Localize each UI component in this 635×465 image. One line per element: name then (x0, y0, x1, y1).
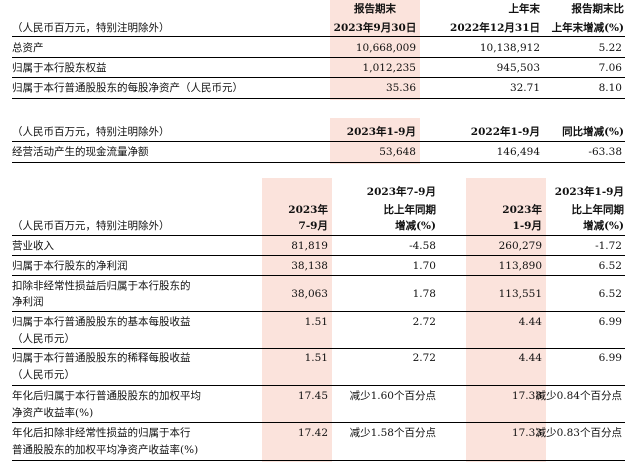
row-divider (12, 255, 625, 256)
header-ytd-change: 2023年1-9月 (554, 186, 624, 198)
cell-value: 17.42 (297, 427, 328, 439)
row-label: 营业收入 (12, 240, 54, 252)
cell-value: 113,890 (498, 260, 542, 272)
cell-value: 6.52 (598, 288, 622, 300)
table-rule (12, 36, 625, 38)
row-label: 年化后扣除非经常性损益的归属于本行 (12, 427, 191, 439)
cell-value: 6.52 (598, 260, 622, 272)
cell-value: 146,494 (496, 146, 540, 158)
unit-note: （人民币百万元，特别注明除外） (12, 220, 170, 232)
header-q3-change: 2023年7-9月 (366, 186, 436, 198)
header-q3-change-line3: 增减(%) (395, 220, 436, 232)
cell-value: 945,503 (496, 62, 540, 74)
cell-value: 6.99 (598, 316, 622, 328)
header-change-pct: 上年末增减(%) (551, 22, 624, 34)
highlight-column (330, 0, 420, 100)
header-change: 报告期末比 (571, 3, 625, 15)
highlight-column (262, 178, 332, 462)
row-divider (12, 275, 625, 276)
cell-value: 5.22 (598, 42, 622, 54)
header-current-date: 2023年9月30日 (333, 22, 417, 34)
cell-value: 1.51 (304, 352, 328, 364)
cell-value: 减少0.84个百分点 (535, 390, 622, 402)
cell-value: -4.58 (409, 240, 436, 252)
row-divider (12, 348, 625, 349)
unit-note: （人民币百万元，特别注明除外） (12, 126, 170, 138)
header-current-period: 报告期末 (354, 3, 396, 15)
row-label-cont: 普通股股东的加权平均净资产收益率(%) (12, 444, 199, 456)
header-q3: 2023年 (288, 204, 328, 216)
cell-value: 113,551 (498, 288, 542, 300)
table-rule (12, 460, 625, 462)
row-label: 归属于本行股东的净利润 (12, 260, 128, 272)
cell-value: 1,012,235 (362, 62, 416, 74)
header-prior-year-end: 上年末 (508, 3, 541, 15)
cell-value: 38,063 (291, 288, 328, 300)
header-ytd-line2: 1-9月 (512, 220, 542, 232)
cell-value: 38,138 (291, 260, 328, 272)
row-label: 归属于本行股东权益 (12, 62, 107, 74)
highlight-column (466, 178, 546, 462)
cell-value: 10,138,912 (479, 42, 540, 54)
cell-value: 10,668,009 (355, 42, 416, 54)
table-rule (12, 235, 625, 237)
row-label: 年化后归属于本行普通股股东的加权平均 (12, 390, 201, 402)
cell-value: 6.99 (598, 352, 622, 364)
cell-value: 1.78 (412, 288, 436, 300)
cell-value: 8.10 (598, 82, 622, 94)
row-divider (12, 57, 625, 58)
header-ytd: 2023年 (502, 204, 542, 216)
row-label: 总资产 (12, 42, 44, 54)
row-label: 归属于本行普通股股东的每股净资产（人民币元） (12, 82, 243, 94)
header-2022-ytd: 2022年1-9月 (470, 126, 540, 138)
header-yoy-change: 同比增减(%) (562, 126, 624, 138)
row-label-cont: （人民币元） (12, 369, 75, 381)
cell-value: -63.38 (588, 146, 622, 158)
header-ytd-change-line3: 增减(%) (583, 220, 624, 232)
cell-value: 35.36 (385, 82, 416, 94)
cell-value: 1.51 (304, 316, 328, 328)
cell-value: 2.72 (412, 316, 436, 328)
cell-value: 32.71 (509, 82, 540, 94)
row-label-cont: （人民币元） (12, 333, 75, 345)
row-label: 归属于本行普通股股东的基本每股收益 (12, 316, 191, 328)
header-ytd-change-line2: 比上年同期 (571, 204, 625, 216)
row-label: 归属于本行普通股股东的稀释每股收益 (12, 352, 191, 364)
cell-value: 4.44 (518, 352, 542, 364)
header-prior-date: 2022年12月31日 (450, 22, 540, 34)
cell-value: 17.38 (511, 390, 542, 402)
table-rule (12, 162, 625, 164)
row-label: 扣除非经常性损益后归属于本行股东的 (12, 280, 191, 292)
row-label-cont: 净利润 (12, 296, 44, 308)
cell-value: 7.06 (598, 62, 622, 74)
cell-value: 4.44 (518, 316, 542, 328)
unit-note: （人民币百万元，特别注明除外） (12, 22, 170, 34)
row-divider (12, 77, 625, 78)
cell-value: 17.33 (511, 427, 542, 439)
header-2023-ytd: 2023年1-9月 (346, 126, 416, 138)
row-label: 经营活动产生的现金流量净额 (12, 146, 149, 158)
header-q3-line2: 7-9月 (298, 220, 328, 232)
cell-value: 减少1.58个百分点 (349, 427, 436, 439)
cell-value: 减少1.60个百分点 (349, 390, 436, 402)
cell-value: 81,819 (291, 240, 328, 252)
header-q3-change-line2: 比上年同期 (383, 204, 437, 216)
cell-value: 减少0.83个百分点 (535, 427, 622, 439)
row-divider (12, 422, 625, 423)
table-rule (12, 98, 625, 100)
row-label-cont: 净资产收益率(%) (12, 407, 94, 419)
cell-value: 2.72 (412, 352, 436, 364)
table-rule (12, 141, 625, 143)
cell-value: 17.45 (297, 390, 328, 402)
cell-value: 1.70 (412, 260, 436, 272)
row-divider (12, 311, 625, 312)
row-divider (12, 385, 625, 386)
cell-value: -1.72 (595, 240, 622, 252)
cell-value: 260,279 (498, 240, 542, 252)
cell-value: 53,648 (379, 146, 416, 158)
